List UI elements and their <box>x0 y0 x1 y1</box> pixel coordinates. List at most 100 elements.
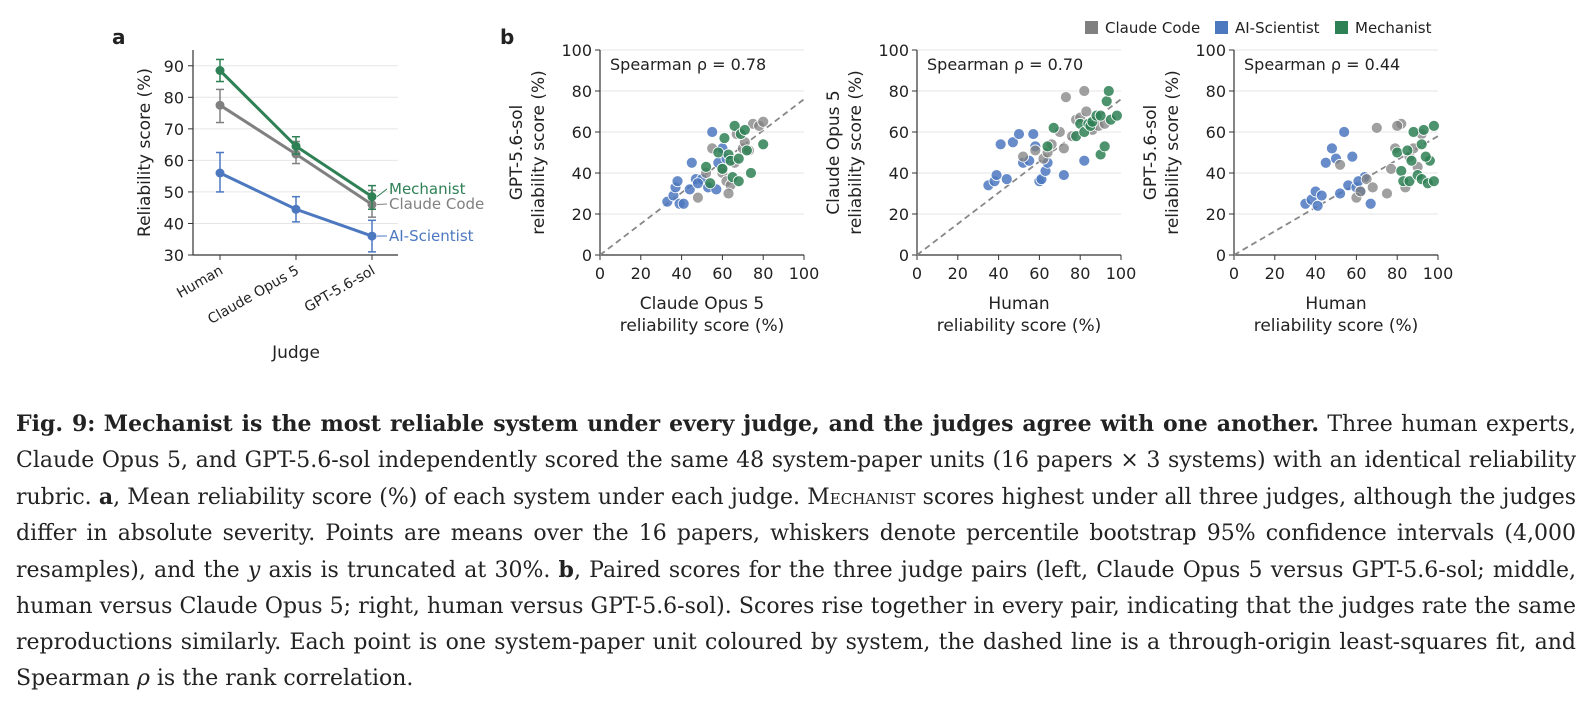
scatter-point-mechanist <box>1407 126 1420 138</box>
y-tick-label: 40 <box>1206 164 1226 183</box>
x-tick-label: 60 <box>1346 264 1366 283</box>
y-tick-label: 40 <box>572 164 592 183</box>
scatter-point-ai-scientist <box>1000 173 1013 186</box>
caption-fig-label: Fig. 9: <box>16 411 96 437</box>
scatter-point-mechanist <box>1098 140 1111 153</box>
scatter-point-claude-code <box>1080 105 1093 118</box>
y-axis-label: reliability score (%) <box>1163 70 1183 235</box>
x-tick-label: 80 <box>753 264 773 283</box>
scatter-point-claude-code <box>1017 150 1029 163</box>
legend-swatch-claude-code <box>1085 21 1098 34</box>
data-point-mechanist <box>215 66 225 75</box>
scatter-point-claude-code <box>722 187 735 200</box>
y-tick-label: 30 <box>164 246 184 265</box>
scatter-point-ai-scientist <box>1326 142 1338 155</box>
y-tick-label: 80 <box>889 82 909 101</box>
legend-swatch-ai-scientist <box>1215 21 1228 34</box>
x-tick-label: 100 <box>1423 264 1454 283</box>
figure-caption: Fig. 9: Mechanist is the most reliable s… <box>16 406 1576 697</box>
scatter-point-mechanist <box>1405 154 1418 167</box>
data-point-ai-scientist <box>291 204 301 214</box>
y-tick-label: 100 <box>878 41 909 60</box>
x-tick-label: 0 <box>595 264 605 283</box>
y-tick-label: 80 <box>164 88 184 107</box>
x-tick-label: Human <box>174 263 226 302</box>
y-tick-label: 90 <box>164 57 184 76</box>
scatter-point-mechanist <box>738 124 751 136</box>
x-tick-label: 40 <box>1305 264 1325 283</box>
scatter-point-claude-code <box>1354 185 1367 198</box>
scatter-point-ai-scientist <box>1364 197 1377 210</box>
y-tick-label: 60 <box>572 123 592 142</box>
y-tick-label: 40 <box>889 164 909 183</box>
y-tick-label: 0 <box>899 246 909 265</box>
x-tick-label: 0 <box>1229 264 1239 283</box>
x-tick-label: 40 <box>988 264 1008 283</box>
caption-text-4: axis is truncated at 30%. <box>268 558 551 583</box>
figure: a b 30 40 50 60 70 80 90 Human Claude Opus 5 GPT-… <box>112 19 1453 363</box>
data-point-mechanist <box>367 192 377 202</box>
y-tick-label: 40 <box>164 214 184 233</box>
scatter-point-claude-code <box>1385 162 1397 175</box>
panel-b-right-scatter: 00 20 20 40 40 60 60 80 80 100 100 Spearman ρ = 0.4… <box>1141 41 1453 336</box>
scatter-point-mechanist <box>1428 175 1440 188</box>
scatter-point-ai-scientist <box>1334 187 1346 200</box>
x-tick-label: 100 <box>789 264 820 283</box>
y-tick-label: 20 <box>889 205 909 224</box>
scatter-point-claude-code <box>1381 187 1393 200</box>
scatter-point-claude-code <box>692 191 704 204</box>
scatter-point-mechanist <box>1415 138 1428 151</box>
scatter-point-mechanist <box>1395 165 1408 177</box>
scatter-point-mechanist <box>716 162 729 175</box>
end-label-leader-mechanist <box>376 188 388 198</box>
y-axis-label: GPT-5.6-sol <box>1141 105 1161 201</box>
y-tick-label: 20 <box>572 205 592 224</box>
scatter-point-mechanist <box>732 152 745 165</box>
legend-label-ai-scientist: AI-Scientist <box>1235 19 1320 37</box>
y-axis-label: Reliability score (%) <box>135 68 155 237</box>
caption-rho: ρ <box>136 666 150 691</box>
scatter-point-claude-code <box>1366 181 1379 194</box>
x-axis-label: reliability score (%) <box>1254 316 1419 336</box>
scatter-point-ai-scientist <box>1319 156 1332 169</box>
end-label-ai-scientist: AI-Scientist <box>389 227 474 245</box>
caption-text-6: is the rank correlation. <box>156 666 414 691</box>
scatter-point-mechanist <box>1111 109 1123 122</box>
scatter-point-mechanist <box>745 167 757 179</box>
end-label-leader-claude-code <box>376 203 388 206</box>
scatter-point-ai-scientist <box>990 169 1003 181</box>
caption-panel-b: b <box>558 557 574 583</box>
scatter-point-ai-scientist <box>1346 150 1359 163</box>
y-tick-label: 100 <box>1195 41 1226 60</box>
data-point-ai-scientist <box>215 168 225 178</box>
spearman-annotation: Spearman ρ = 0.70 <box>927 55 1083 74</box>
scatter-point-mechanist <box>712 146 725 159</box>
scatter-point-mechanist <box>1041 140 1054 153</box>
scatter-point-claude-code <box>1360 173 1373 186</box>
scatter-point-mechanist <box>1102 85 1115 97</box>
scatter-point-ai-scientist <box>671 175 684 188</box>
x-tick-label: 80 <box>1387 264 1407 283</box>
x-tick-label: 20 <box>948 264 968 283</box>
scatter-point-claude-code <box>1391 119 1404 132</box>
data-point-claude-code <box>215 100 225 110</box>
x-tick-label: 20 <box>631 264 651 283</box>
x-axis-label: Human <box>988 294 1049 314</box>
legend: Claude Code AI-Scientist Mechanist <box>1085 19 1432 37</box>
scatter-point-ai-scientist <box>1013 128 1025 140</box>
legend-swatch-mechanist <box>1335 21 1348 34</box>
caption-panel-a: a <box>98 484 114 510</box>
scatter-point-mechanist <box>704 177 717 190</box>
caption-title: Mechanist is the most reliable system un… <box>103 411 1320 437</box>
scatter-point-mechanist <box>1417 124 1430 136</box>
caption-text-2: , Mean reliability score (%) of each sys… <box>113 485 801 510</box>
scatter-point-mechanist <box>1391 146 1404 159</box>
scatter-point-ai-scientist <box>677 197 690 210</box>
end-label-mechanist: Mechanist <box>389 180 466 198</box>
scatter-point-ai-scientist <box>1027 128 1040 140</box>
y-axis-label: reliability score (%) <box>529 70 549 235</box>
y-tick-label: 80 <box>572 82 592 101</box>
scatter-point-ai-scientist <box>1078 154 1091 167</box>
legend-label-mechanist: Mechanist <box>1355 19 1432 37</box>
